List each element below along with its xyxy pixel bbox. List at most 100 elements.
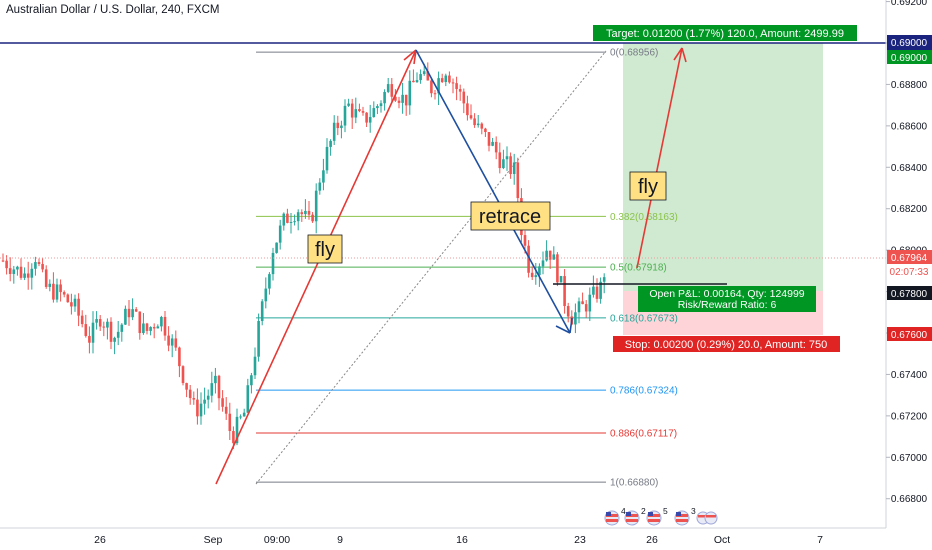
candle-body xyxy=(70,302,73,307)
stop-label[interactable]: Stop: 0.00200 (0.29%) 20.0, Amount: 750 xyxy=(613,336,840,352)
target-zone[interactable] xyxy=(623,43,823,291)
candle-body xyxy=(152,327,156,329)
candle-body xyxy=(577,301,581,313)
fib-level-label: 0.5(0.67918) xyxy=(610,263,667,274)
candle-body xyxy=(239,416,242,418)
candle-body xyxy=(37,262,41,264)
candle-body xyxy=(174,338,178,348)
candle-body xyxy=(268,274,271,289)
candle-body xyxy=(350,103,354,118)
candle-body xyxy=(444,75,448,82)
candle-body xyxy=(232,431,235,444)
candle-body xyxy=(433,93,437,95)
open-price-text: 0.67800 xyxy=(891,289,928,300)
event-count: 2 xyxy=(641,506,646,516)
candle-body xyxy=(487,132,491,146)
time-tick: 26 xyxy=(94,534,106,546)
trend-down-arrow[interactable] xyxy=(415,49,571,334)
candle-body xyxy=(466,103,469,116)
event-flag[interactable]: 3 xyxy=(674,506,696,526)
price-tick: 0.68200 xyxy=(891,204,928,215)
target-price-badge-green: 0.69000 xyxy=(891,53,928,64)
callout-fly-right[interactable]: fly xyxy=(629,171,667,201)
callout-fly-left[interactable]: fly xyxy=(307,234,343,264)
candle-body xyxy=(48,283,52,287)
candle-body xyxy=(52,283,55,300)
time-axis[interactable]: 26 Sep 09:00 9 16 23 26 Oct 7 xyxy=(94,534,823,546)
candle-body xyxy=(451,82,455,84)
arrowhead-up-icon xyxy=(403,49,417,65)
candle-body xyxy=(170,338,174,346)
candle-body xyxy=(397,100,401,103)
candle-body xyxy=(221,398,224,407)
event-flag[interactable]: 5 xyxy=(646,506,668,526)
chart-title: Australian Dollar / U.S. Dollar, 240, FX… xyxy=(6,4,220,16)
candle-body xyxy=(192,398,196,400)
price-tick: 0.67200 xyxy=(891,411,928,422)
current-price-text: 0.67964 xyxy=(891,253,928,264)
event-count: 3 xyxy=(691,506,696,516)
open-pnl-label[interactable]: Open P&L: 0.00164, Qty: 124999 Risk/Rewa… xyxy=(638,286,816,312)
economic-events[interactable]: 4 2 5 3 xyxy=(604,506,718,526)
candle-body xyxy=(124,308,127,325)
candle-body xyxy=(422,71,426,75)
wave-arrows[interactable] xyxy=(215,47,687,485)
rr-ratio-text: Risk/Reward Ratio: 6 xyxy=(678,299,777,311)
candle-body xyxy=(523,235,527,246)
arrowhead-down-icon xyxy=(555,317,573,334)
stop-price-text: 0.67600 xyxy=(891,330,928,341)
price-tick: 0.66800 xyxy=(891,494,928,505)
candle-body xyxy=(412,80,415,83)
candle-body xyxy=(206,395,210,400)
candle-body xyxy=(80,315,84,325)
candle-body xyxy=(106,321,109,328)
candle-body xyxy=(394,96,397,101)
candle-body xyxy=(599,281,602,299)
candle-body xyxy=(538,266,541,276)
countdown-text: 02:07:33 xyxy=(890,267,929,278)
candle-body xyxy=(34,262,37,269)
target-label[interactable]: Target: 0.01200 (1.77%) 120.0, Amount: 2… xyxy=(593,25,857,41)
fib-level-label: 0.382(0.68163) xyxy=(610,212,678,223)
candle-body xyxy=(516,162,520,199)
candle-body xyxy=(340,125,343,129)
candle-body xyxy=(390,84,394,97)
candle-body xyxy=(505,156,509,160)
candle-body xyxy=(282,213,286,226)
candle-body xyxy=(469,115,473,119)
candle-body xyxy=(278,225,282,243)
candle-body xyxy=(592,286,595,295)
candle-body xyxy=(235,416,239,444)
candle-body xyxy=(138,311,142,334)
candle-body xyxy=(275,242,278,253)
candle-body xyxy=(131,309,134,318)
candle-body xyxy=(494,141,498,153)
candle-body xyxy=(440,78,444,82)
candle-body xyxy=(1,260,5,262)
event-flag[interactable]: 2 xyxy=(624,506,646,526)
candle-body xyxy=(293,221,296,223)
projection-arrow[interactable] xyxy=(636,47,683,269)
time-tick: 7 xyxy=(817,534,823,546)
candle-body xyxy=(408,80,412,106)
price-tick: 0.67000 xyxy=(891,453,928,464)
candle-body xyxy=(322,170,325,183)
candle-body xyxy=(55,284,59,300)
event-flag[interactable]: 4 xyxy=(604,506,626,526)
candle-body xyxy=(250,375,253,386)
candle-body xyxy=(30,268,34,278)
fib-level-label: 0(0.68956) xyxy=(610,48,658,59)
candle-body xyxy=(602,277,606,282)
candle-body xyxy=(365,112,368,123)
event-count: 4 xyxy=(621,506,626,516)
trend-up-arrow[interactable] xyxy=(215,49,417,485)
price-tick: 0.68400 xyxy=(891,163,928,174)
time-tick: 23 xyxy=(574,534,586,546)
candle-body xyxy=(332,122,336,141)
candle-body xyxy=(77,298,80,316)
candle-body xyxy=(296,212,300,222)
candle-body xyxy=(368,117,372,123)
event-flag[interactable] xyxy=(704,511,718,525)
callout-retrace[interactable]: retrace xyxy=(470,201,551,231)
